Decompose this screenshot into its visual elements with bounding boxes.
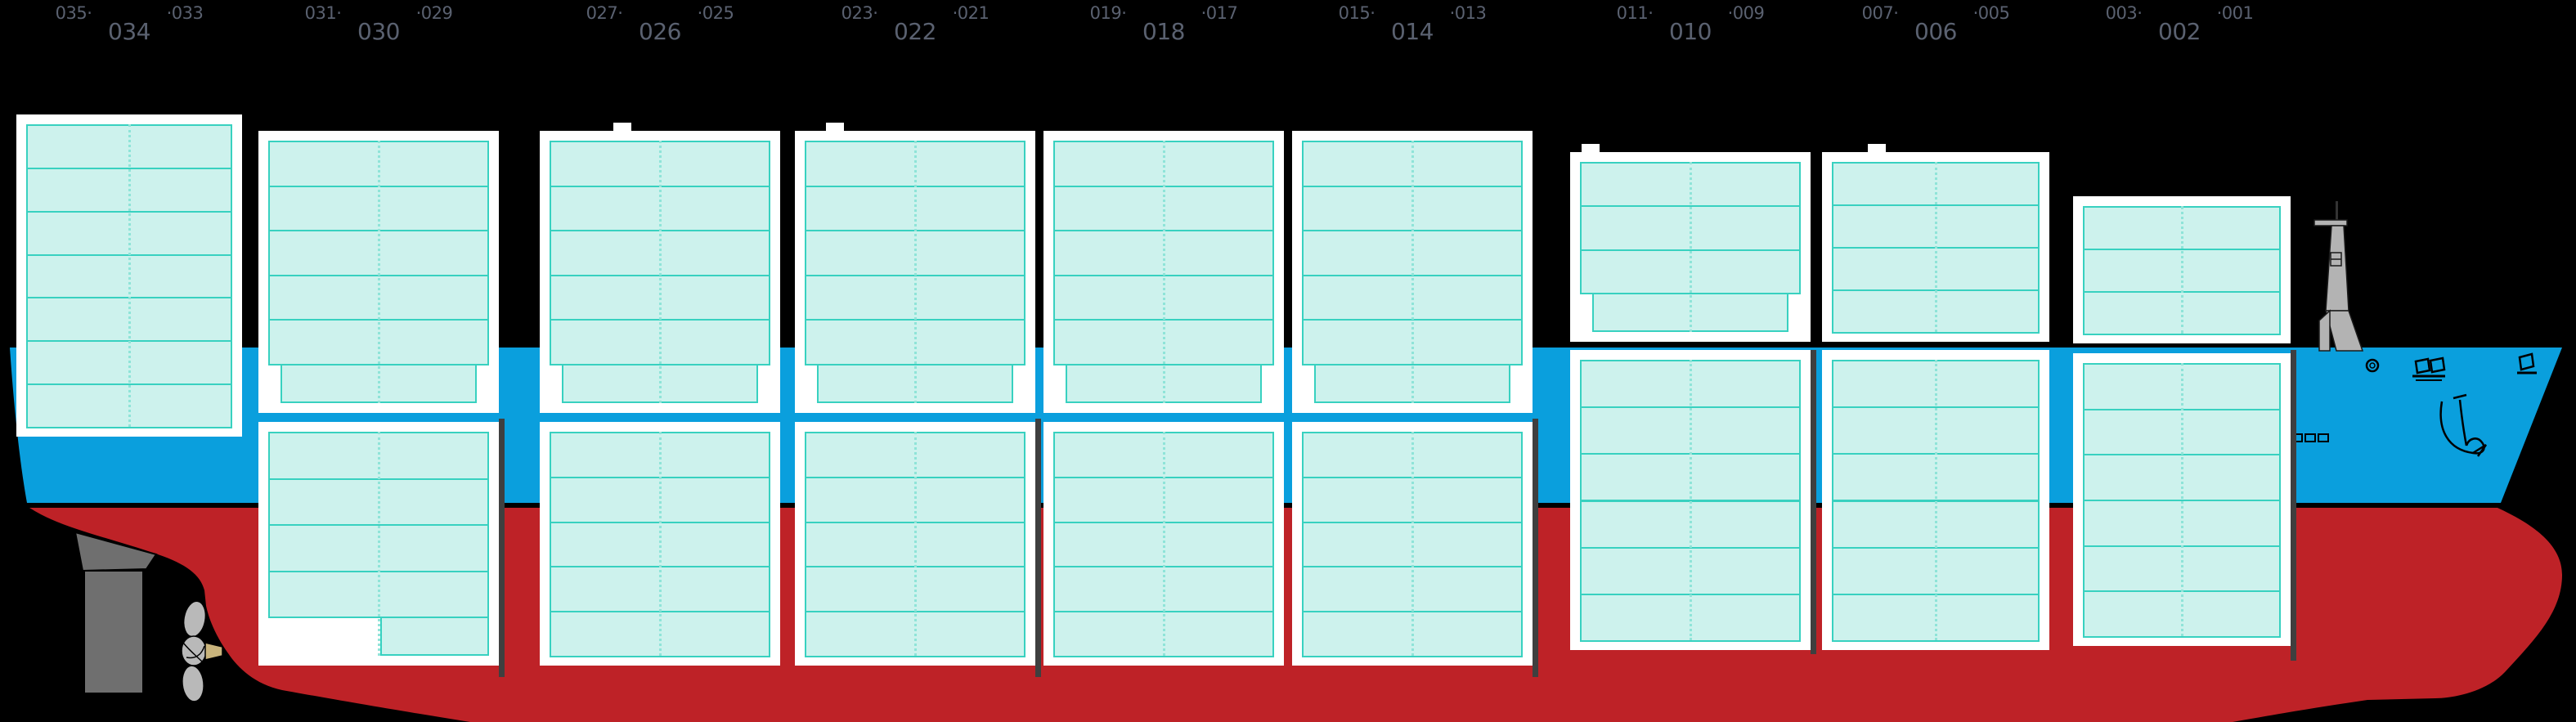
- propeller-icon: [181, 600, 223, 702]
- slot-center-divider: [128, 124, 131, 427]
- bay-number-label: ·025: [697, 3, 734, 23]
- hatch-cover-tab: [826, 123, 844, 132]
- bay-number-label: ·017: [1200, 3, 1238, 23]
- slot-center-divider: [2180, 363, 2183, 636]
- bay-number-label: 011·: [1616, 3, 1654, 23]
- bulkhead-line: [1811, 350, 1816, 654]
- bay-number-label: 015·: [1338, 3, 1376, 23]
- hatch-cover-tab: [1868, 144, 1886, 154]
- bay-026-deck-panel: [540, 131, 780, 413]
- bay-number-label: 019·: [1089, 3, 1127, 23]
- bay-number-label: 007·: [1861, 3, 1899, 23]
- bay-number-label: 027·: [586, 3, 623, 23]
- slot-center-divider: [1689, 360, 1692, 640]
- bay-number-label: 022: [894, 18, 936, 45]
- bay-number-label: 006: [1914, 18, 1957, 45]
- bay-number-label: 035·: [55, 3, 92, 23]
- bay-018-hold-panel: [1043, 422, 1284, 666]
- bay-number-label: 030: [357, 18, 400, 45]
- bay-number-label: ·021: [952, 3, 990, 23]
- hatch-cover-tab: [1582, 144, 1600, 154]
- bay-number-label: 010: [1669, 18, 1712, 45]
- slot-center-divider: [1411, 432, 1414, 656]
- bay-number-label: 003·: [2105, 3, 2143, 23]
- bay-number-label: ·005: [1972, 3, 2010, 23]
- slot-center-divider: [1411, 141, 1414, 403]
- bay-022-hold-panel: [795, 422, 1035, 666]
- slot-center-divider: [1934, 162, 1937, 332]
- bay-010-deck-panel: [1570, 152, 1811, 342]
- bay-number-label: 002: [2158, 18, 2201, 45]
- bay-number-label: 034: [108, 18, 150, 45]
- slot-center-divider: [2180, 206, 2183, 334]
- slot-center-divider: [658, 141, 662, 403]
- slot-center-divider: [1689, 162, 1692, 332]
- bow-chock-icon: [2365, 358, 2380, 373]
- slot-center-divider: [1162, 432, 1165, 656]
- bay-number-label: 026: [639, 18, 681, 45]
- bay-034-deck-panel: [16, 114, 242, 437]
- slot-center-divider: [658, 432, 662, 656]
- bay-006-hold-panel: [1822, 350, 2049, 650]
- foremast-icon: [2313, 201, 2364, 352]
- bay-number-label: ·001: [2216, 3, 2254, 23]
- slot-center-divider: [913, 141, 917, 403]
- slot-center-divider: [1934, 360, 1937, 640]
- fairleads-icon: [2412, 352, 2537, 381]
- bay-026-hold-panel: [540, 422, 780, 666]
- bay-number-label: ·009: [1727, 3, 1765, 23]
- bay-002-deck-panel: [2073, 196, 2291, 343]
- bay-014-hold-panel: [1292, 422, 1533, 666]
- bay-014-deck-panel: [1292, 131, 1533, 413]
- bay-number-label: 023·: [841, 3, 878, 23]
- hatch-cover-tab: [613, 123, 631, 132]
- bulkhead-line: [499, 419, 505, 677]
- bulkhead-line: [2291, 350, 2296, 661]
- bulkhead-line: [1035, 419, 1041, 677]
- bay-number-label: 018: [1142, 18, 1185, 45]
- bay-number-label: 014: [1391, 18, 1434, 45]
- slot-center-divider: [377, 432, 380, 656]
- bay-010-hold-panel: [1570, 350, 1811, 650]
- bay-number-label: ·033: [166, 3, 204, 23]
- anchor-icon: [2439, 393, 2488, 457]
- slot-center-divider: [1162, 141, 1165, 403]
- bay-022-deck-panel: [795, 131, 1035, 413]
- bay-number-label: 031·: [304, 3, 342, 23]
- slot-center-divider: [913, 432, 917, 656]
- bay-030-deck-panel: [258, 131, 499, 413]
- bay-number-label: ·013: [1449, 3, 1487, 23]
- slot-center-divider: [377, 141, 380, 403]
- bay-number-label: ·029: [415, 3, 453, 23]
- bulkhead-line: [1533, 419, 1538, 677]
- bay-002-hold-panel: [2073, 353, 2291, 646]
- container-tier-cell-right[interactable]: [380, 617, 489, 656]
- bay-018-deck-panel: [1043, 131, 1284, 413]
- rudder-icon: [74, 531, 158, 694]
- bay-030-hold-panel: [258, 422, 499, 666]
- bay-006-deck-panel: [1822, 152, 2049, 342]
